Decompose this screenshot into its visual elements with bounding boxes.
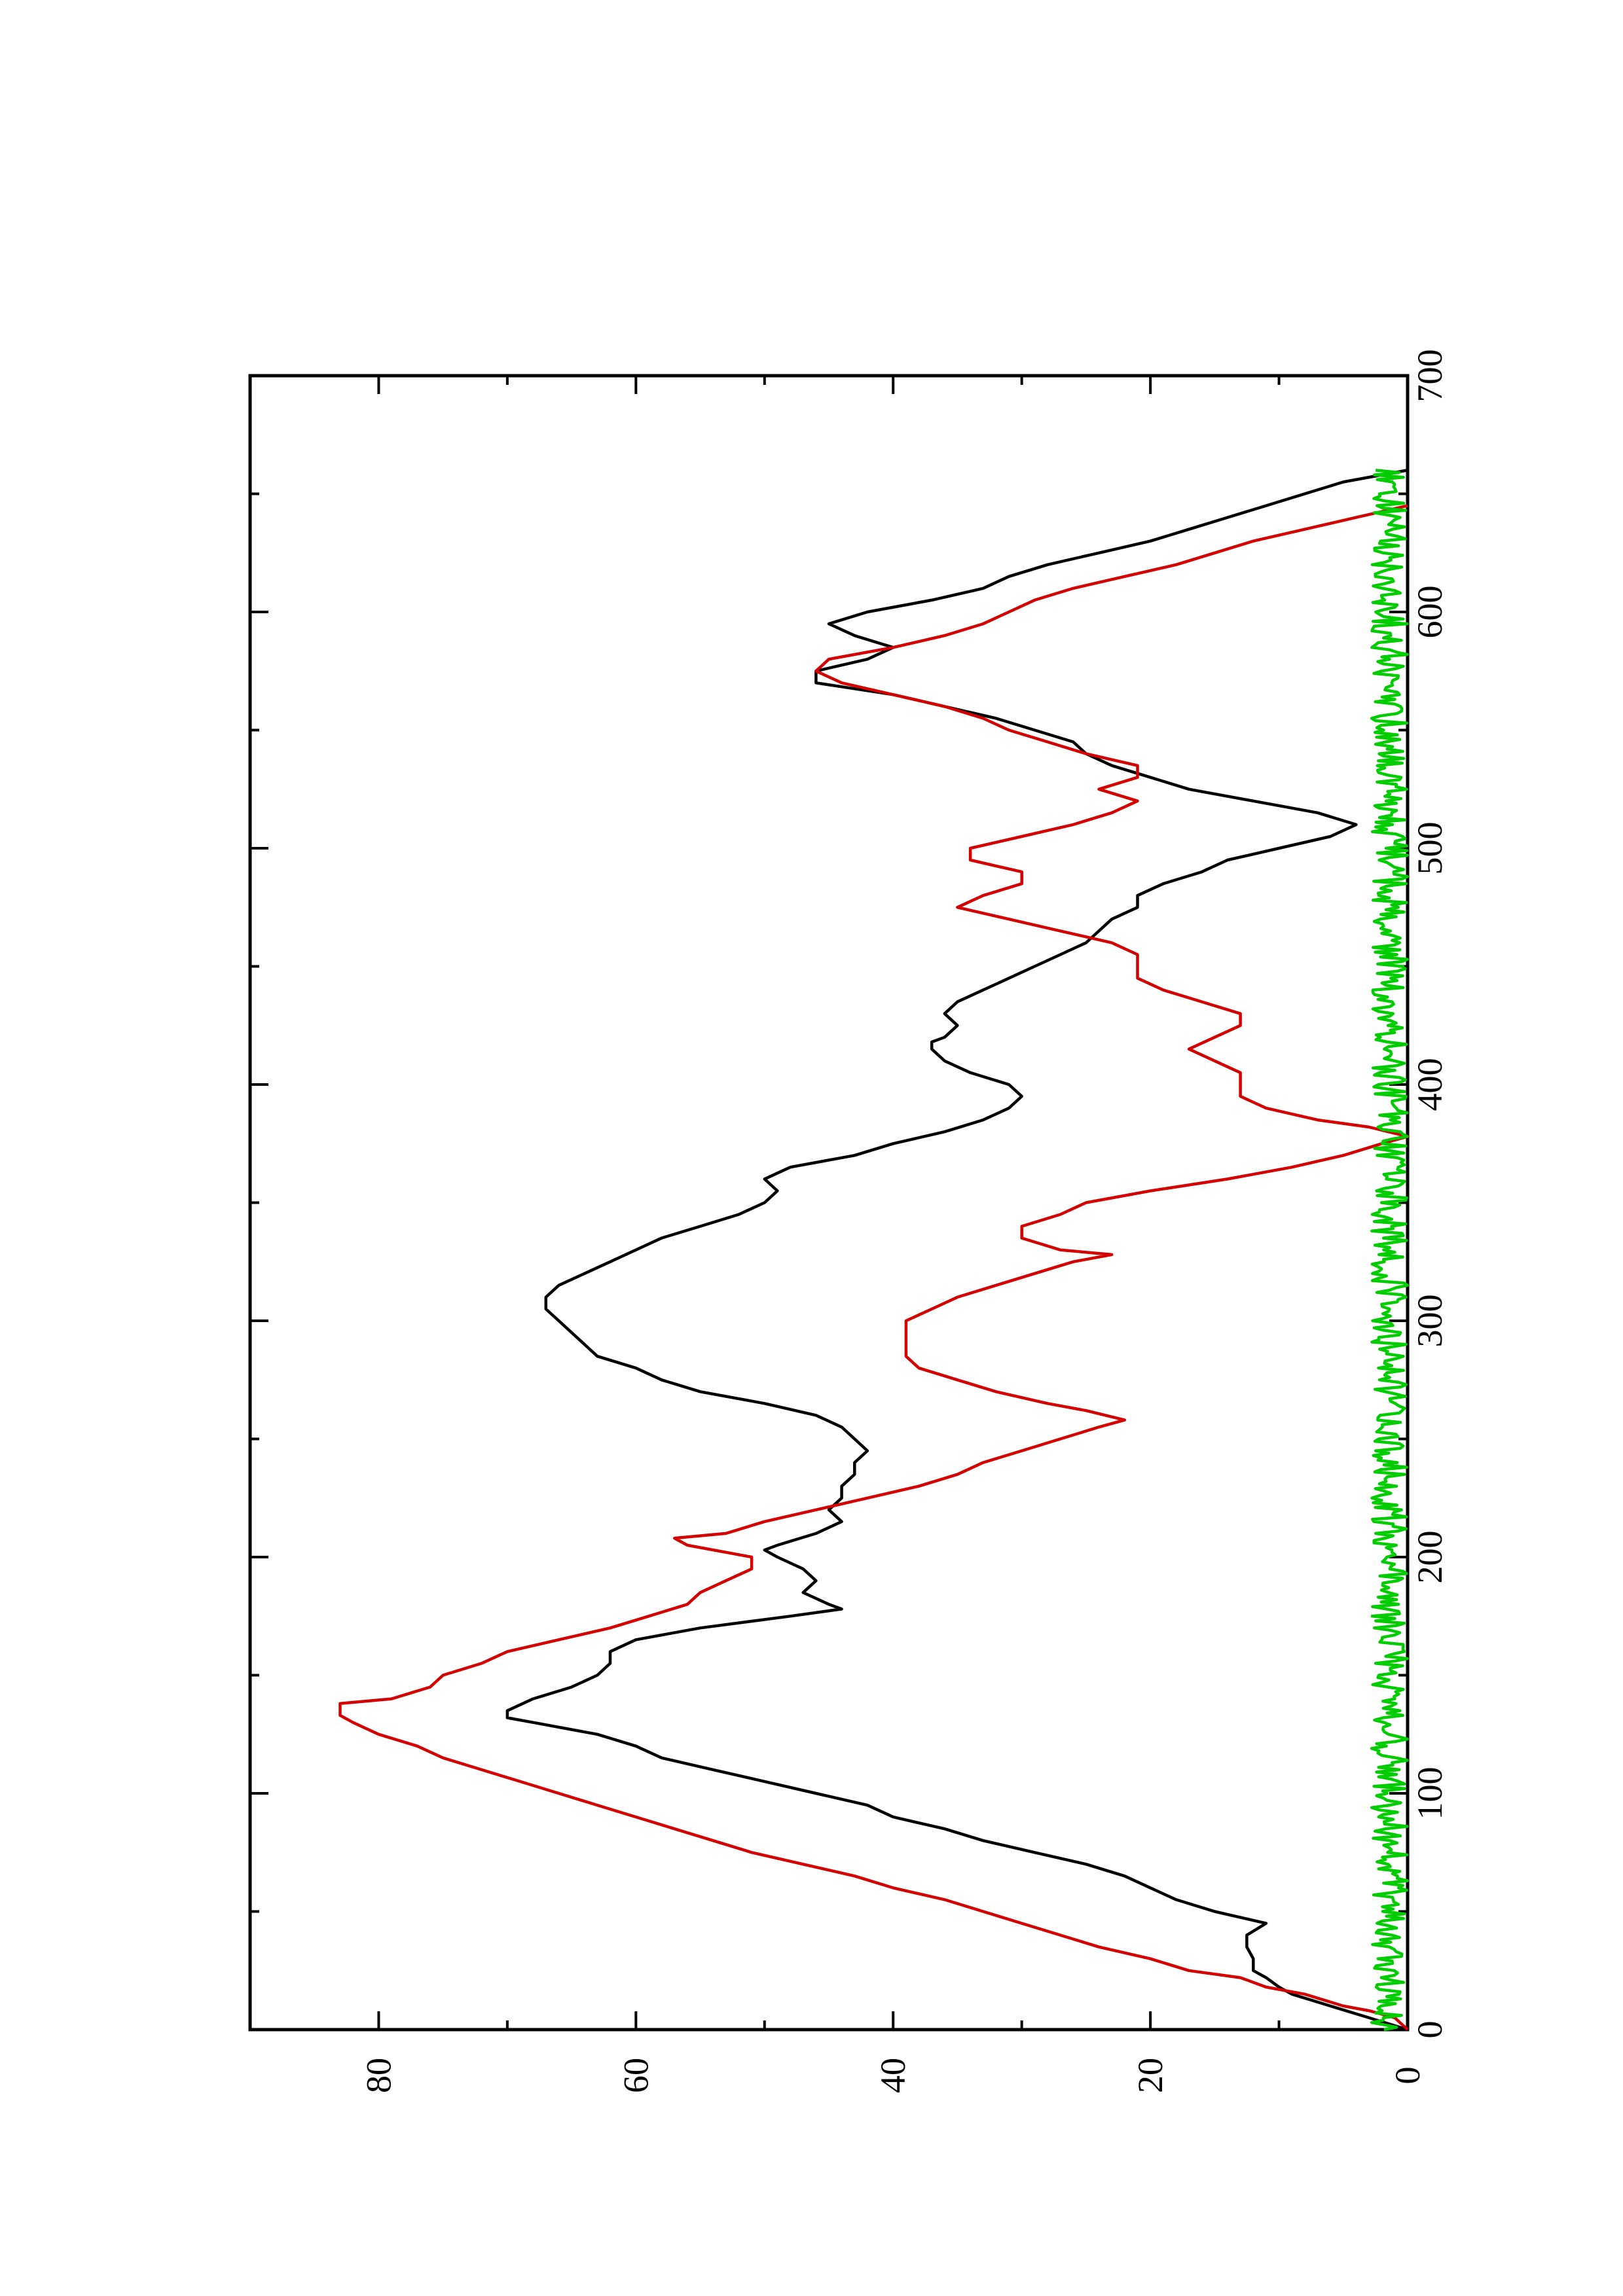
axis-ticks	[249, 374, 1409, 2031]
x-tick-label: 500	[1410, 822, 1450, 875]
tick-labels: 0 100 200 300 400 500 600 700 0 20 40 60 80	[359, 350, 1450, 2094]
y-tick-label: 60	[616, 2058, 655, 2093]
y-tick-label: 40	[873, 2058, 913, 2093]
x-tick-label: 400	[1410, 1058, 1450, 1111]
x-tick-label: 0	[1410, 2021, 1450, 2039]
y-tick-label: 80	[359, 2058, 398, 2093]
x-tick-label: 200	[1410, 1531, 1450, 1584]
x-tick-label: 100	[1410, 1767, 1450, 1820]
series-line-1	[338, 504, 1410, 2031]
series-lines	[338, 469, 1410, 2032]
x-tick-label: 700	[1410, 350, 1450, 403]
y-tick-label: 0	[1388, 2067, 1427, 2085]
y-tick-label: 20	[1131, 2058, 1170, 2093]
series-line-2	[1370, 469, 1410, 2032]
x-tick-label: 600	[1410, 586, 1450, 639]
series-line-0	[505, 469, 1408, 2032]
x-tick-label: 300	[1410, 1295, 1450, 1348]
